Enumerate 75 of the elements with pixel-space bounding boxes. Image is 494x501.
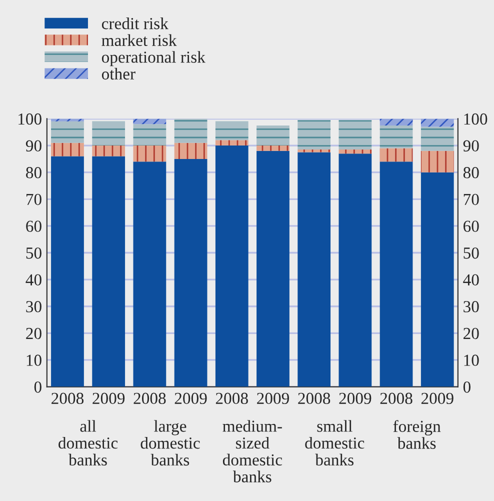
y2-tick-label: 100	[464, 113, 488, 125]
y2-tick-label: 30	[464, 301, 479, 312]
bar	[338, 150, 372, 154]
bar	[92, 156, 126, 387]
bar	[92, 146, 126, 156]
y2-tick-label: 70	[464, 194, 479, 206]
bar	[256, 146, 290, 151]
bar	[256, 125, 290, 146]
y2-tick-label: 60	[464, 220, 479, 232]
bar	[51, 156, 84, 387]
bar	[133, 118, 166, 124]
bar	[380, 148, 413, 162]
legend-label: operational risk	[102, 51, 206, 66]
y-tick-label: 90	[26, 140, 42, 152]
y2-tick-label: 40	[463, 274, 479, 286]
bar	[51, 118, 84, 122]
bar	[215, 121, 248, 140]
y2-tick-label: 80	[463, 167, 479, 178]
y-tick-label: 0	[34, 381, 42, 393]
text: foreign banks	[393, 420, 441, 449]
bar	[133, 162, 166, 387]
y-tick-label: 70	[26, 194, 42, 206]
legend-label: other	[102, 68, 136, 80]
y-tick-label: 60	[26, 220, 42, 232]
y2-tick-label: 0	[463, 381, 470, 393]
text: large domestic banks	[140, 420, 200, 466]
bar	[92, 121, 126, 146]
bar	[380, 125, 413, 148]
bar	[174, 118, 208, 143]
x-tick-label: 2008	[52, 392, 84, 404]
bar	[420, 118, 454, 127]
legend-label: credit risk	[102, 18, 168, 30]
y-tick-label: 40	[26, 274, 42, 286]
x-tick-label: 2009	[339, 392, 372, 404]
bar	[380, 162, 413, 387]
bar	[338, 154, 372, 387]
x-tick-label: 2009	[92, 392, 125, 404]
bar	[174, 142, 208, 159]
x-tick-label: 2009	[421, 392, 454, 404]
bar	[215, 146, 248, 387]
bar	[298, 120, 331, 150]
bar	[420, 126, 454, 151]
x-tick-label: 2008	[216, 392, 248, 404]
x-tick-label: 2008	[298, 392, 330, 404]
bar	[420, 172, 454, 387]
y-tick-label: 30	[26, 301, 42, 312]
bar	[338, 120, 372, 150]
x-tick-label: 2009	[257, 392, 289, 404]
bar	[133, 146, 166, 162]
bar	[298, 150, 331, 152]
bar	[215, 140, 248, 146]
bar	[256, 150, 290, 387]
text: all domestic banks	[58, 420, 118, 466]
x-tick-label: 2008	[380, 392, 412, 404]
bar	[51, 121, 84, 143]
text: small domestic banks	[305, 420, 364, 466]
y2-tick-label: 90	[463, 140, 479, 152]
y-tick-label: 20	[26, 328, 42, 340]
x-tick-label: 2009	[174, 392, 207, 404]
y-tick-label: 10	[26, 354, 42, 366]
y2-tick-label: 50	[464, 247, 479, 259]
text: medium- sized domestic banks	[222, 420, 282, 482]
legend-label: market risk	[102, 34, 177, 46]
bar	[133, 124, 166, 146]
y-tick-label: 50	[26, 247, 42, 259]
bar	[51, 142, 84, 156]
y2-tick-label: 10	[464, 354, 479, 366]
x-tick-label: 2008	[134, 392, 166, 404]
bar	[420, 150, 454, 172]
bar	[298, 152, 331, 387]
y2-tick-label: 20	[464, 328, 479, 340]
bar	[174, 158, 208, 387]
y-tick-label: 100	[18, 113, 42, 125]
y-tick-label: 80	[26, 167, 42, 178]
bar	[380, 118, 413, 126]
